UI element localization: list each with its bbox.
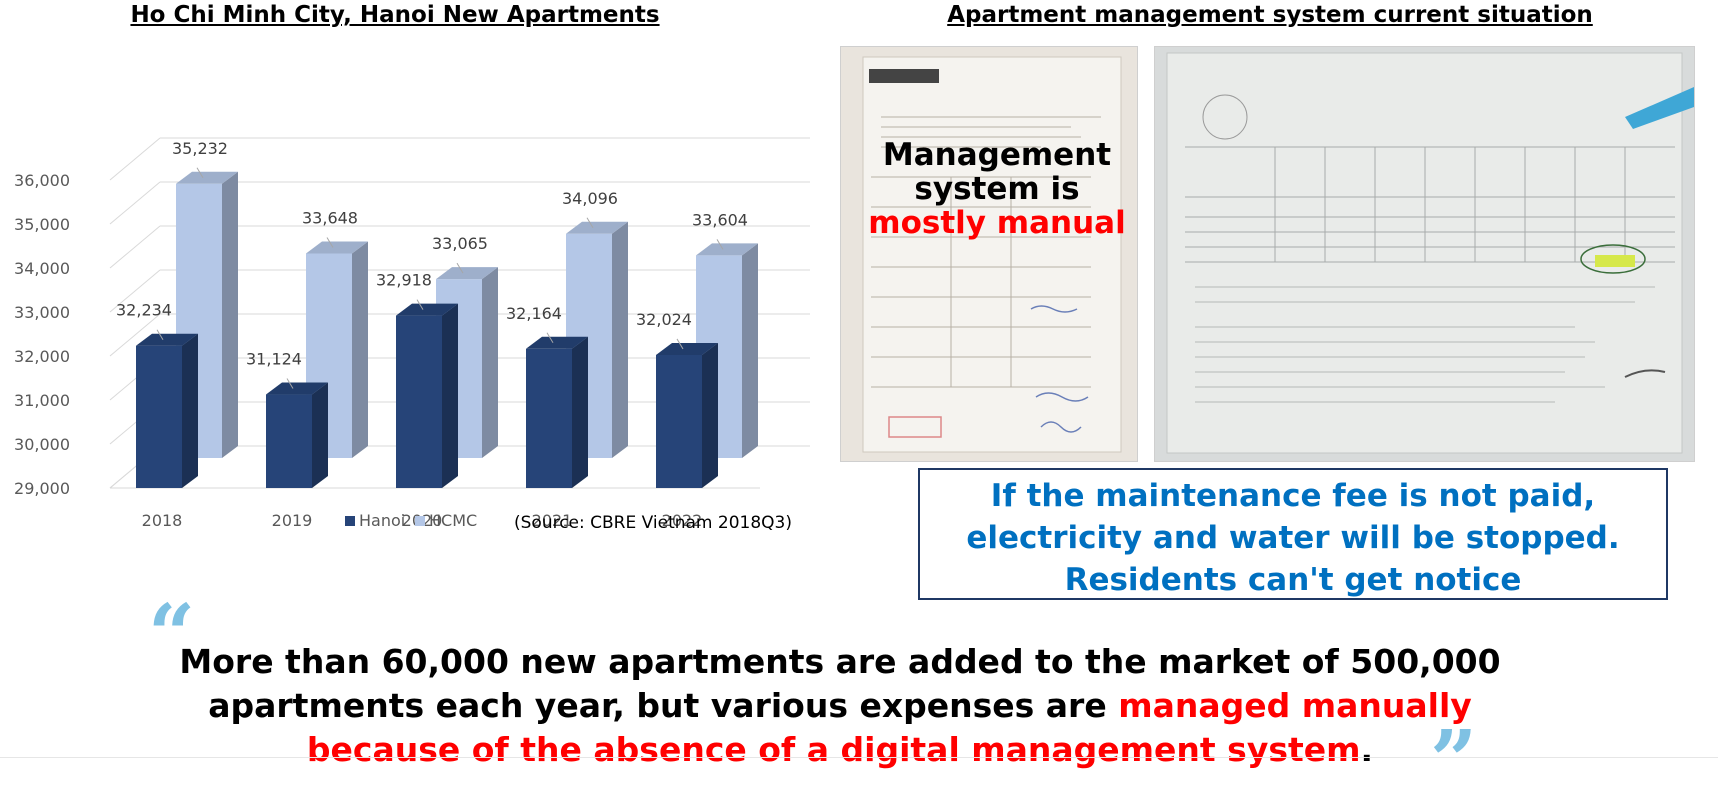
bar-side-hanoi-2020 [442, 303, 458, 488]
notice-box: If the maintenance fee is not paid, elec… [918, 468, 1668, 600]
bar-top-hcmc-2019 [306, 241, 368, 254]
bar-hanoi-2018 [136, 345, 182, 488]
data-label: 33,065 [432, 234, 488, 253]
bar-hanoi-2019 [266, 394, 312, 488]
receipt-photo [840, 46, 1138, 462]
gridline-side [109, 225, 161, 269]
bar-top-hcmc-2018 [176, 171, 238, 184]
bar-top-hcmc-2022 [696, 243, 758, 256]
bar-side-hanoi-2018 [182, 333, 198, 488]
x-tick-label: 2019 [272, 511, 313, 530]
gridline-side [109, 313, 161, 357]
caption-line-3-highlight: mostly manual [868, 205, 1126, 241]
bar-side-hcmc-2020 [482, 267, 498, 458]
bar-side-hanoi-2021 [572, 336, 588, 488]
bar-top-hanoi-2018 [136, 333, 198, 346]
data-label: 33,648 [302, 208, 358, 227]
bar-top-hanoi-2021 [526, 336, 588, 349]
data-label-leader [456, 262, 464, 274]
y-tick-label: 30,000 [14, 435, 70, 454]
bar-side-hanoi-2019 [312, 382, 328, 488]
data-label-leader [286, 378, 294, 389]
x-tick-label: 2022 [662, 511, 703, 530]
y-tick-label: 35,000 [14, 215, 70, 234]
legend-swatch-hanoi [345, 516, 355, 526]
receipt-image [841, 47, 1137, 461]
legend-swatch-hcmc [415, 516, 425, 526]
data-label-leader [716, 239, 724, 250]
bar-top-hanoi-2022 [656, 342, 718, 355]
bar-top-hcmc-2020 [436, 267, 498, 280]
gridline-side [109, 137, 161, 181]
summary-quote: More than 60,000 new apartments are adde… [150, 640, 1530, 772]
data-label-leader [586, 217, 594, 229]
summary-line-3-end: . [1360, 730, 1374, 769]
bar-chart: 29,000 30,000 31,000 32,000 33,000 34,000 35,0… [14, 137, 810, 533]
summary-line-1: More than 60,000 new apartments are adde… [179, 642, 1501, 681]
section-title: Apartment management system current situ… [947, 2, 1593, 28]
notice-line-1: If the maintenance fee is not paid, [990, 478, 1596, 514]
x-tick-label: 2021 [532, 511, 573, 530]
summary-line-2-text: apartments each year, but various expens… [208, 686, 1119, 725]
chart-title: Ho Chi Minh City, Hanoi New Apartments [130, 2, 660, 28]
summary-line-3: because of the absence of a digital mana… [150, 728, 1530, 772]
x-tick-label: 2018 [142, 511, 183, 530]
notice-line-2: electricity and water will be stopped. [966, 520, 1620, 556]
caption-line-2: system is [914, 171, 1080, 207]
notice-line-3: Residents can't get notice [1064, 562, 1522, 598]
data-label: 32,918 [376, 271, 432, 290]
open-quote-icon: “ [148, 587, 196, 683]
data-label: 34,096 [562, 189, 618, 208]
bar-top-hanoi-2019 [266, 382, 328, 395]
data-label: 31,124 [246, 350, 302, 369]
bar-side-hcmc-2022 [742, 243, 758, 458]
y-tick-label: 32,000 [14, 347, 70, 366]
data-label-leader [416, 299, 424, 310]
chart-source: (Source: CBRE Vietnam 2018Q3) [514, 513, 792, 533]
y-tick-label: 29,000 [14, 479, 70, 498]
gridline-side [109, 269, 161, 313]
legend-label-hcmc: HCMC [429, 511, 477, 530]
caption-line-1: Management [882, 137, 1112, 173]
y-tick-label: 34,000 [14, 259, 70, 278]
manual-system-caption: Management system is mostly manual [862, 138, 1132, 240]
summary-line-2: apartments each year, but various expens… [150, 684, 1530, 728]
data-label: 35,232 [172, 139, 228, 158]
y-tick-label: 33,000 [14, 303, 70, 322]
legend-label-hanoi: Hanoi [359, 511, 405, 530]
data-label: 32,024 [636, 310, 692, 329]
bar-side-hanoi-2022 [702, 342, 718, 488]
bar-hanoi-2022 [656, 354, 702, 488]
y-tick-label: 31,000 [14, 391, 70, 410]
data-label-leader [196, 167, 204, 179]
gridline-side [109, 181, 161, 225]
bar-hanoi-2020 [396, 315, 442, 488]
bill-image [1155, 47, 1694, 461]
divider [0, 757, 1718, 758]
bar-side-hcmc-2018 [222, 171, 238, 458]
bar-hanoi-2021 [526, 348, 572, 488]
summary-line-2-highlight: managed manually [1118, 686, 1472, 725]
data-label: 32,234 [116, 301, 172, 320]
data-label-leader [676, 338, 684, 350]
bar-top-hanoi-2020 [396, 303, 458, 316]
data-label-leader [156, 329, 164, 340]
summary-line-3-highlight: because of the absence of a digital mana… [306, 730, 1361, 769]
data-label-leader [326, 237, 334, 248]
bar-side-hcmc-2019 [352, 241, 368, 458]
utility-bill-photo [1154, 46, 1695, 462]
bar-top-hcmc-2021 [566, 221, 628, 234]
data-label-leader [546, 332, 554, 344]
bar-side-hcmc-2021 [612, 221, 628, 458]
data-label: 33,604 [692, 210, 748, 229]
y-tick-label: 36,000 [14, 171, 70, 190]
data-label: 32,164 [506, 304, 562, 323]
